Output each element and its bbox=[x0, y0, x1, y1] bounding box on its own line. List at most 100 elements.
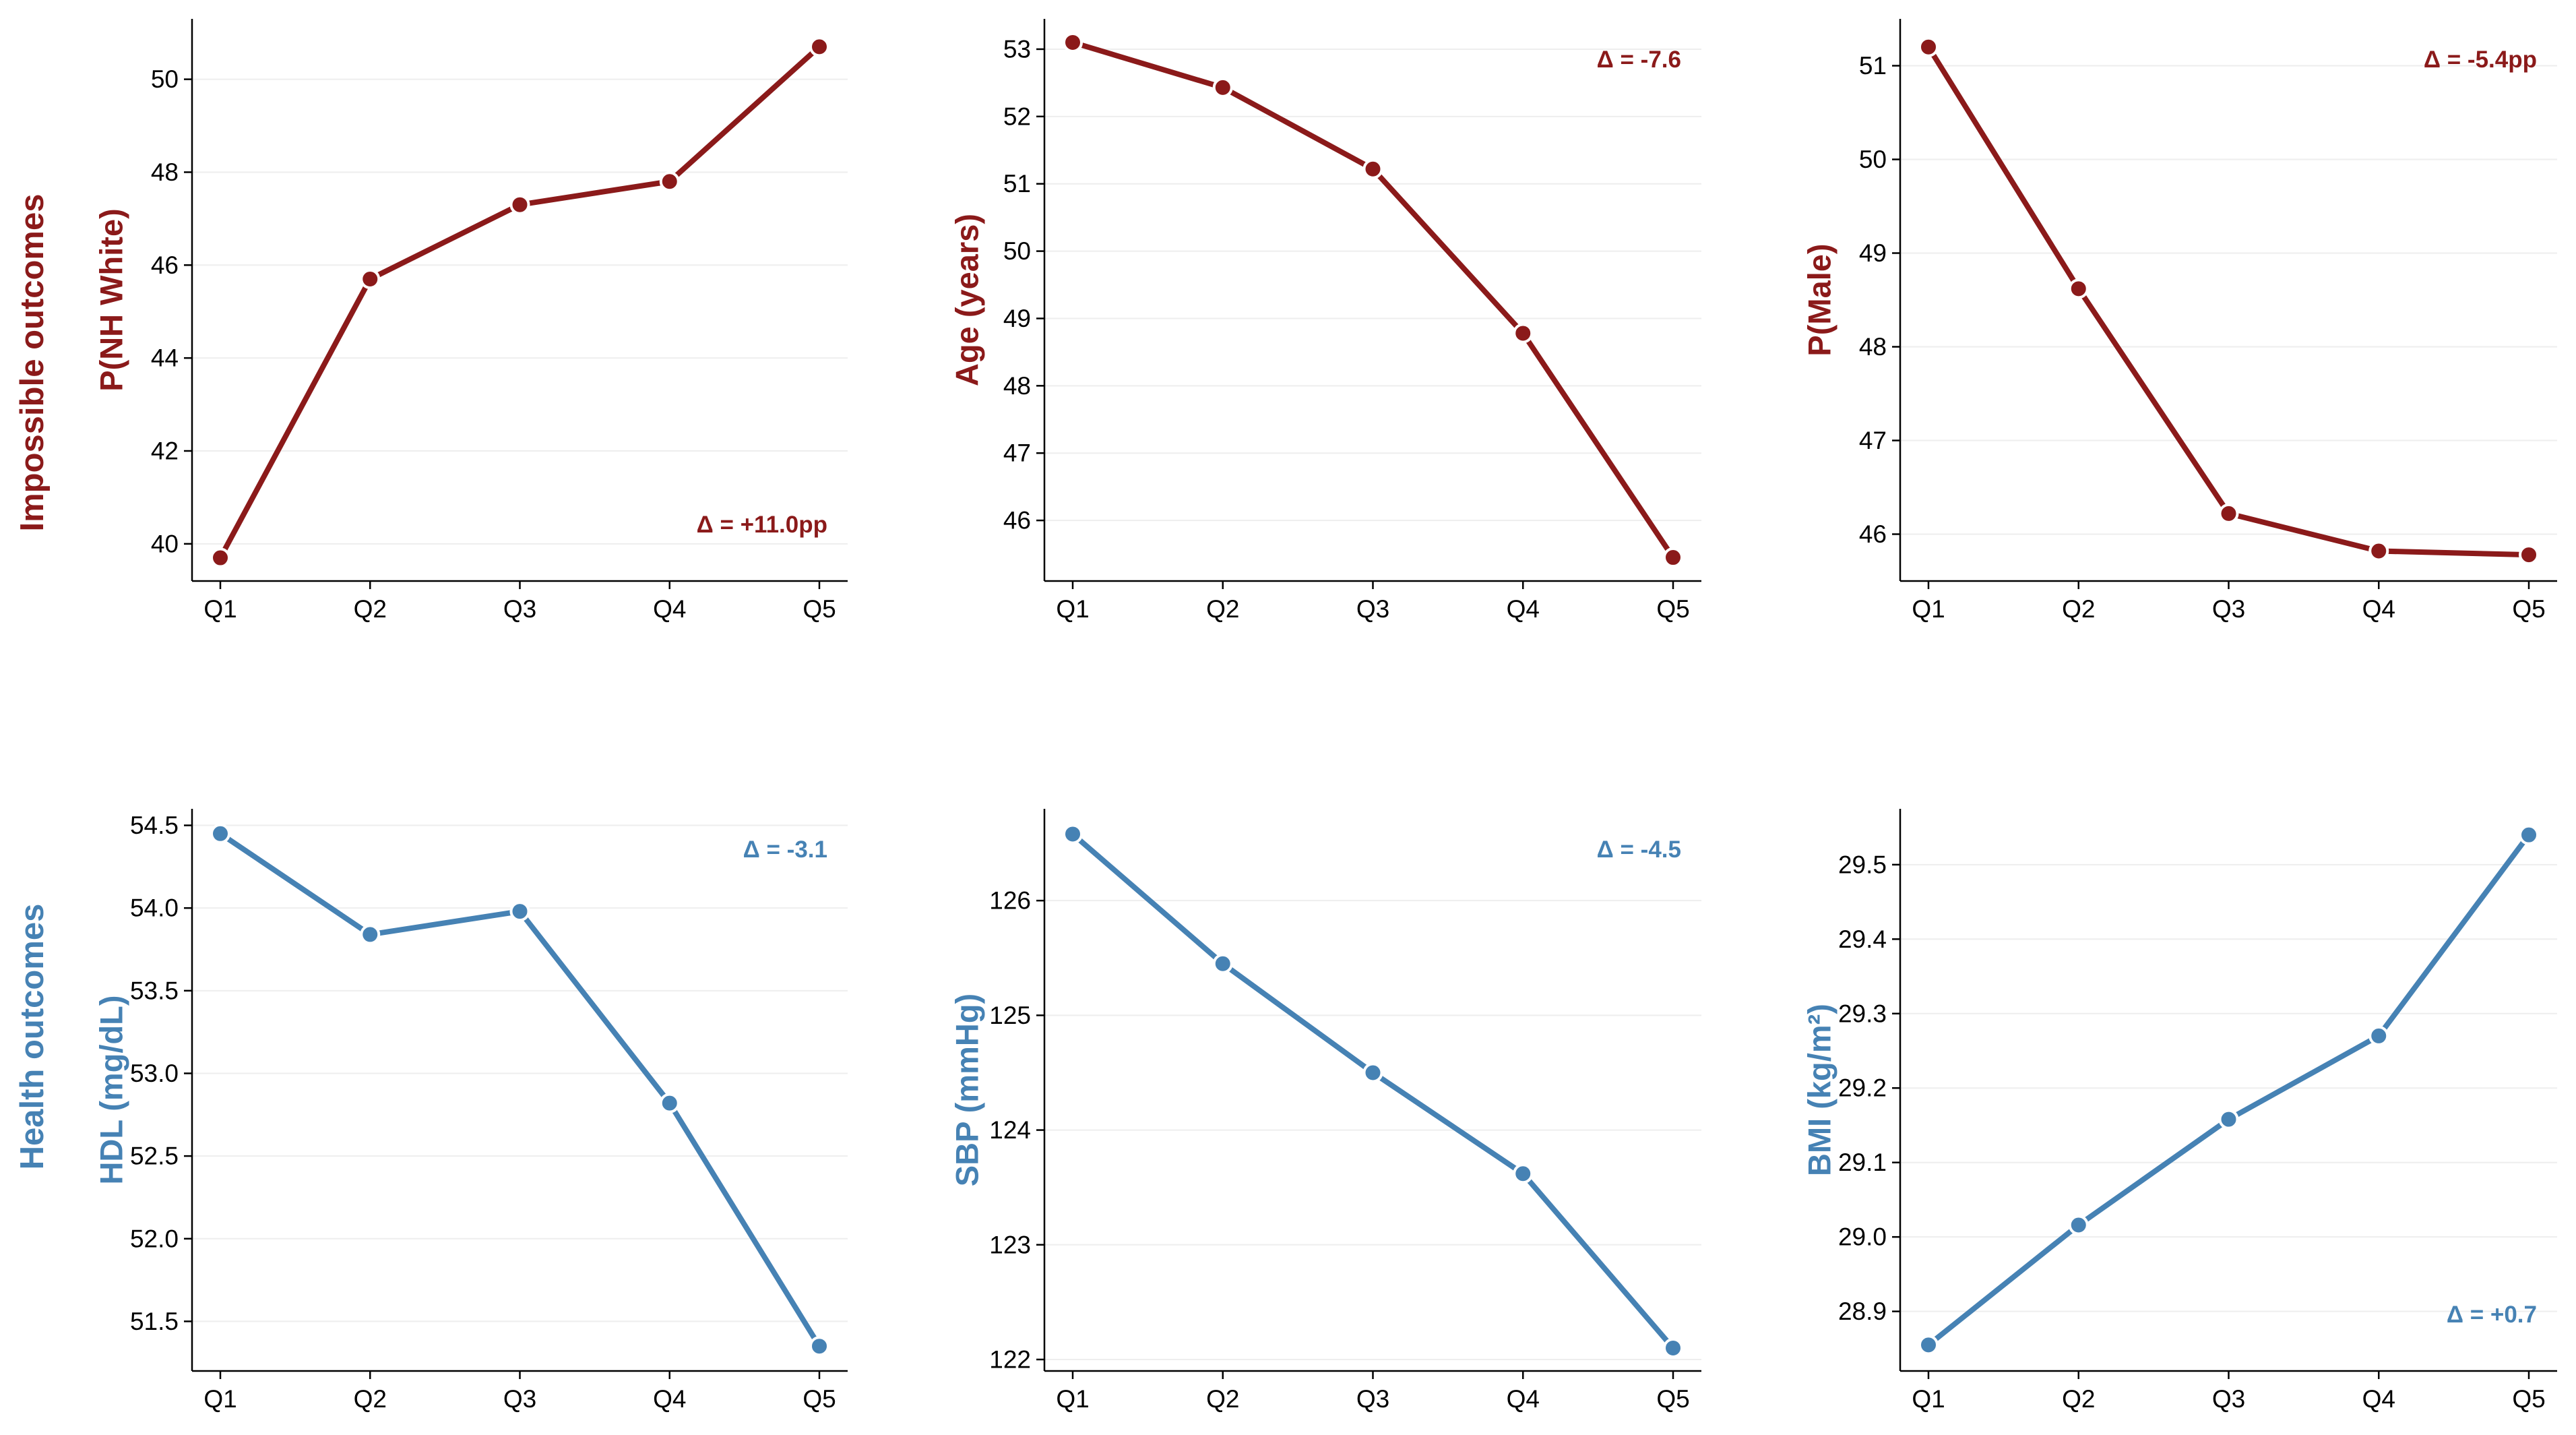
data-point bbox=[2368, 1025, 2389, 1046]
delta-annotation: Δ = +11.0pp bbox=[697, 512, 827, 538]
data-point bbox=[2368, 541, 2389, 561]
x-tick-label: Q1 bbox=[1912, 1385, 1945, 1413]
x-tick-label: Q1 bbox=[203, 595, 237, 623]
y-tick-label: 28.9 bbox=[1838, 1297, 1887, 1325]
x-tick-label: Q2 bbox=[1206, 1385, 1239, 1413]
data-point bbox=[1918, 36, 1939, 57]
x-tick-label: Q4 bbox=[653, 1385, 686, 1413]
series-line bbox=[1070, 39, 1676, 561]
data-point bbox=[1362, 1062, 1383, 1083]
y-tick-label: 29.3 bbox=[1838, 1000, 1887, 1027]
chart-panel-0: 40 42 44 46 48 50 Q1 Q2 Q3 Q4 Q5 P(NH White) Δ = +11… bbox=[94, 19, 848, 623]
chart-panel-5: 28.9 29.0 29.1 29.2 29.3 29.4 29.5 Q1 Q2 Q3 Q4 Q5 BM… bbox=[1802, 809, 2557, 1413]
data-point bbox=[2519, 824, 2539, 845]
x-tick-label: Q5 bbox=[803, 595, 836, 623]
y-tick-label: 53 bbox=[1003, 35, 1031, 63]
y-tick-label: 123 bbox=[989, 1231, 1031, 1258]
x-tick-label: Q3 bbox=[2212, 595, 2245, 623]
y-tick-label: 52.5 bbox=[130, 1142, 179, 1170]
data-point bbox=[809, 1336, 829, 1357]
y-tick-label: 49 bbox=[1003, 305, 1031, 332]
x-tick-label: Q5 bbox=[1656, 595, 1689, 623]
y-tick-label: 44 bbox=[151, 344, 179, 372]
y-tick-label: 126 bbox=[989, 887, 1031, 915]
y-tick-label: 50 bbox=[151, 65, 179, 93]
y-tick-label: 47 bbox=[1003, 439, 1031, 467]
x-tick-label: Q3 bbox=[1356, 595, 1389, 623]
x-tick-label: Q4 bbox=[2362, 1385, 2395, 1413]
y-tick-label: 52 bbox=[1003, 102, 1031, 130]
data-point bbox=[659, 171, 680, 192]
data-point bbox=[210, 823, 230, 844]
y-axis-label: P(Male) bbox=[1802, 243, 1837, 356]
delta-annotation: Δ = -4.5 bbox=[1597, 836, 1681, 863]
data-point bbox=[509, 901, 530, 922]
data-point bbox=[1063, 32, 1083, 53]
data-point bbox=[2519, 545, 2539, 566]
y-tick-label: 122 bbox=[989, 1345, 1031, 1373]
x-tick-label: Q4 bbox=[653, 595, 686, 623]
data-point bbox=[1212, 953, 1233, 974]
y-tick-label: 125 bbox=[989, 1002, 1031, 1029]
chart-panel-2: 46 47 48 49 50 51 Q1 Q2 Q3 Q4 Q5 P(Male) Δ = -5.4pp bbox=[1802, 19, 2557, 623]
chart-panel-4: 122 123 124 125 126 Q1 Q2 Q3 Q4 Q5 SBP (mmHg) Δ = -… bbox=[949, 809, 1701, 1413]
y-tick-label: 29.1 bbox=[1838, 1149, 1887, 1176]
data-point bbox=[210, 547, 230, 568]
y-tick-label: 40 bbox=[151, 530, 179, 557]
x-tick-label: Q4 bbox=[1507, 595, 1540, 623]
x-tick-label: Q2 bbox=[2062, 1385, 2095, 1413]
y-axis-label: BMI (kg/m²) bbox=[1802, 1004, 1837, 1176]
y-tick-label: 29.4 bbox=[1838, 925, 1887, 953]
x-tick-label: Q5 bbox=[803, 1385, 836, 1413]
y-tick-label: 46 bbox=[1003, 507, 1031, 535]
x-tick-label: Q1 bbox=[203, 1385, 237, 1413]
y-axis-label: Age (years) bbox=[949, 214, 985, 386]
data-point bbox=[2218, 1109, 2239, 1130]
data-point bbox=[1362, 158, 1383, 179]
data-point bbox=[1663, 547, 1683, 568]
chart-panel-3: 51.5 52.0 52.5 53.0 53.5 54.0 54.5 Q1 Q2 Q3 Q4 Q5 HD… bbox=[94, 809, 848, 1413]
y-tick-label: 51 bbox=[1003, 170, 1031, 197]
x-tick-label: Q2 bbox=[2062, 595, 2095, 623]
x-tick-label: Q4 bbox=[2362, 595, 2395, 623]
y-tick-label: 29.0 bbox=[1838, 1223, 1887, 1251]
y-tick-label: 50 bbox=[1003, 237, 1031, 265]
data-point bbox=[1212, 77, 1233, 98]
data-point bbox=[659, 1093, 680, 1113]
y-tick-label: 53.0 bbox=[130, 1060, 179, 1087]
y-tick-label: 48 bbox=[1003, 372, 1031, 400]
x-tick-label: Q2 bbox=[354, 595, 387, 623]
y-tick-label: 42 bbox=[151, 437, 179, 465]
y-tick-label: 49 bbox=[1859, 239, 1887, 267]
x-tick-label: Q1 bbox=[1912, 595, 1945, 623]
x-tick-label: Q5 bbox=[1656, 1385, 1689, 1413]
series-line bbox=[1926, 832, 2532, 1348]
y-tick-label: 29.5 bbox=[1838, 851, 1887, 878]
y-axis-label: P(NH White) bbox=[94, 208, 129, 392]
y-tick-label: 124 bbox=[989, 1116, 1031, 1144]
data-point bbox=[1513, 1163, 1534, 1184]
y-tick-label: 50 bbox=[1859, 146, 1887, 173]
data-point bbox=[809, 36, 829, 57]
y-axis-label: SBP (mmHg) bbox=[949, 994, 985, 1186]
y-tick-label: 47 bbox=[1859, 427, 1887, 454]
data-point bbox=[509, 194, 530, 215]
data-point bbox=[1918, 1335, 1939, 1355]
data-point bbox=[1063, 824, 1083, 845]
x-tick-label: Q3 bbox=[2212, 1385, 2245, 1413]
x-tick-label: Q2 bbox=[1206, 595, 1239, 623]
x-tick-label: Q5 bbox=[2512, 1385, 2545, 1413]
y-tick-label: 54.5 bbox=[130, 812, 179, 839]
delta-annotation: Δ = -7.6 bbox=[1597, 47, 1681, 73]
data-point bbox=[360, 924, 381, 945]
data-point bbox=[2068, 1215, 2089, 1235]
series-line bbox=[1926, 44, 2532, 558]
x-tick-label: Q3 bbox=[503, 595, 536, 623]
y-tick-label: 29.2 bbox=[1838, 1074, 1887, 1102]
x-tick-label: Q5 bbox=[2512, 595, 2545, 623]
y-tick-label: 51.5 bbox=[130, 1308, 179, 1335]
x-tick-label: Q1 bbox=[1056, 595, 1089, 623]
x-tick-label: Q2 bbox=[354, 1385, 387, 1413]
y-tick-label: 53.5 bbox=[130, 977, 179, 1004]
